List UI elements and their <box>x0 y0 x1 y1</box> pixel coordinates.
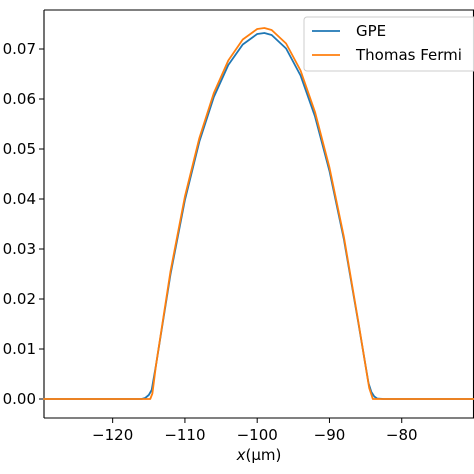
x-axis-label: x(μm) <box>236 446 282 464</box>
series-line-gpe <box>43 32 474 400</box>
legend-label-thomas-fermi: Thomas Fermi <box>355 46 462 64</box>
legend-label-gpe: GPE <box>356 22 386 40</box>
y-ticks: 0.00 0.01 0.02 0.03 0.04 0.05 0.06 0.07 <box>3 40 44 408</box>
x-tick-label: −80 <box>386 426 418 444</box>
x-tick-label: −110 <box>164 426 205 444</box>
series-line-thomas-fermi <box>43 27 474 400</box>
series-layer <box>43 27 474 400</box>
x-ticks: −120 −110 −100 −90 −80 <box>92 418 418 444</box>
y-tick-label: 0.03 <box>3 240 36 258</box>
x-tick-label: −120 <box>92 426 133 444</box>
y-tick-label: 0.06 <box>3 90 36 108</box>
legend-box <box>303 16 474 72</box>
y-tick-label: 0.04 <box>3 190 36 208</box>
y-tick-label: 0.00 <box>3 390 36 408</box>
y-tick-label: 0.05 <box>3 140 36 158</box>
x-axis-label-unit: (μm) <box>246 446 282 464</box>
y-tick-label: 0.01 <box>3 340 36 358</box>
y-tick-label: 0.02 <box>3 290 36 308</box>
x-axis-label-italic: x <box>236 446 246 464</box>
x-tick-label: −90 <box>314 426 346 444</box>
legend: GPE Thomas Fermi <box>303 16 474 72</box>
y-tick-label: 0.07 <box>3 40 36 58</box>
x-tick-label: −100 <box>237 426 278 444</box>
